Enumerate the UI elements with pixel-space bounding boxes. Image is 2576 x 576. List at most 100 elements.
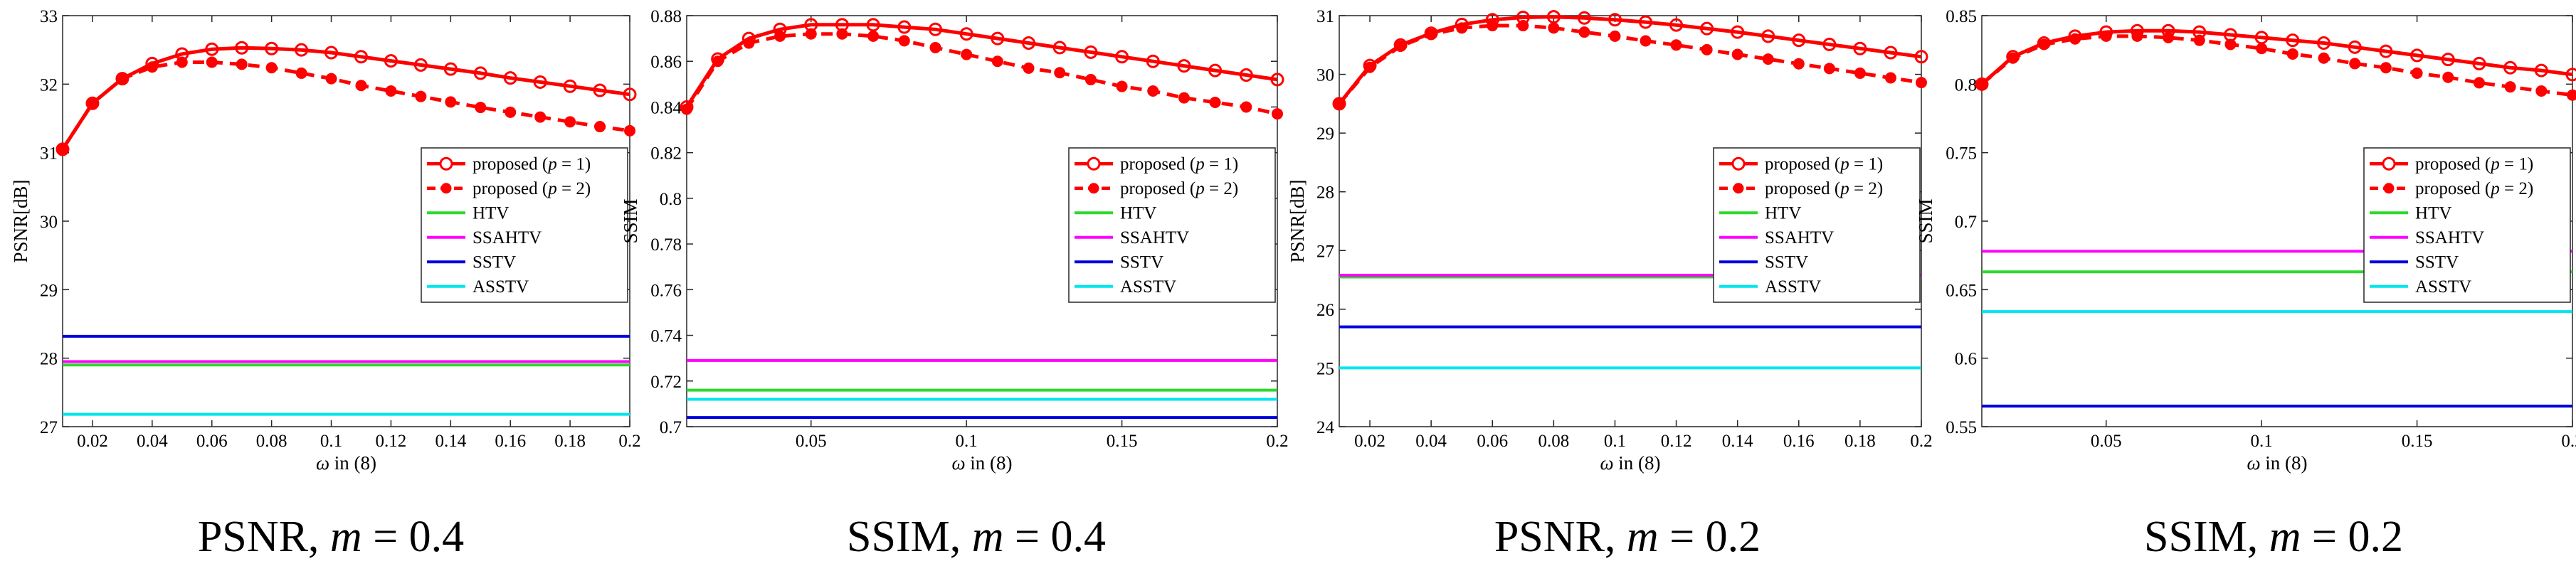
data-point [1272, 108, 1283, 120]
legend-marker [2383, 183, 2395, 194]
data-point [1578, 26, 1590, 38]
legend-entry: ASSTV [2370, 277, 2471, 297]
y-tick-label: 30 [1316, 66, 1334, 85]
y-tick-label: 0.74 [650, 327, 682, 346]
legend: proposed (p = 1) proposed (p = 2) HTV SSAHT… [2363, 147, 2571, 303]
legend-marker [1731, 156, 1746, 171]
data-point [1916, 77, 1927, 89]
data-point [563, 79, 577, 93]
data-point [2286, 33, 2300, 48]
legend-label: proposed (p = 1) [1120, 154, 1238, 174]
data-point [867, 30, 880, 42]
data-point [1608, 13, 1622, 27]
data-point [205, 42, 219, 56]
data-point [898, 35, 910, 47]
y-tick-label: 31 [40, 144, 58, 164]
x-tick-label: 0.16 [495, 432, 526, 451]
data-point [115, 72, 130, 86]
data-point [355, 80, 367, 92]
data-point [835, 18, 849, 32]
data-point [2037, 36, 2051, 50]
legend-label: SSAHTV [473, 228, 542, 247]
legend-label: proposed (p = 2) [1765, 179, 1883, 198]
y-tick-label: 26 [1316, 301, 1334, 320]
data-point [384, 54, 398, 68]
legend-box [2363, 147, 2571, 303]
data-point [265, 41, 279, 55]
data-point [206, 56, 218, 68]
data-point [1546, 10, 1561, 24]
legend-label: ASSTV [1765, 277, 1821, 297]
legend-entry: ASSTV [1075, 277, 1176, 297]
x-axis-label: ω in (8) [2247, 452, 2307, 474]
y-tick-label: 27 [40, 418, 58, 437]
y-tick-label: 0.78 [650, 235, 682, 255]
x-tick-label: 0.18 [1844, 432, 1876, 451]
data-point [2503, 60, 2518, 75]
legend-entry: SSAHTV [1719, 228, 1834, 247]
y-tick-label: 29 [1316, 124, 1334, 144]
legend-label: SSAHTV [1765, 228, 1834, 247]
data-point [2441, 53, 2455, 67]
legend-entry: proposed (p = 1) [1075, 154, 1238, 174]
x-tick-label: 0.2 [2561, 432, 2576, 451]
legend-marker [1088, 183, 1099, 194]
data-point [413, 58, 428, 72]
data-point [1731, 25, 1745, 39]
y-tick-label: 0.88 [650, 7, 682, 26]
legend-label: SSTV [2415, 252, 2459, 272]
data-point [2411, 67, 2423, 79]
data-point [445, 96, 457, 108]
y-axis-label: SSIM [620, 198, 641, 243]
legend: proposed (p = 1) proposed (p = 2) HTV SSAHT… [1713, 147, 1921, 303]
data-point [2535, 85, 2548, 97]
data-point [1177, 59, 1191, 73]
legend-label: SSTV [1120, 252, 1163, 272]
x-axis-label: ω in (8) [316, 452, 376, 474]
legend-label: proposed (p = 2) [1120, 179, 1238, 198]
legend-label: proposed (p = 2) [473, 179, 591, 198]
data-point [1084, 73, 1097, 85]
data-point [1084, 45, 1098, 59]
legend: proposed (p = 1) proposed (p = 2) HTV SSAHT… [421, 147, 628, 303]
data-point [1178, 92, 1190, 104]
x-axis-label: ω in (8) [951, 452, 1012, 474]
data-point [505, 106, 517, 118]
x-tick-label: 0.1 [956, 432, 978, 451]
data-point [2318, 52, 2330, 64]
data-point [1792, 33, 1806, 48]
data-point [145, 56, 159, 70]
legend-label: proposed (p = 1) [1765, 154, 1883, 174]
legend-entry: proposed (p = 2) [1075, 179, 1238, 198]
data-point [2565, 68, 2576, 82]
series-proposed-p-1- [56, 41, 637, 156]
panel-caption: SSIM, m = 0.4 [847, 513, 1106, 561]
legend-entry: proposed (p = 1) [1719, 154, 1883, 174]
x-tick-label: 0.04 [1415, 432, 1447, 451]
chart-panel-2: 0.7 0.72 0.74 0.76 0.78 0.8 0.82 0.84 0.86 0.88 0.… [620, 7, 1289, 474]
x-tick-label: 0.04 [137, 432, 168, 451]
y-tick-label: 25 [1316, 359, 1334, 378]
data-point [1884, 46, 1898, 60]
legend-entry: SSTV [1719, 252, 1808, 272]
data-point [1700, 21, 1714, 36]
y-tick-label: 0.82 [650, 144, 682, 164]
data-point [295, 43, 309, 57]
y-tick-label: 32 [40, 75, 58, 95]
data-point [2317, 36, 2331, 50]
y-tick-label: 0.6 [1955, 350, 1977, 369]
legend-marker [1087, 156, 1101, 171]
data-point [991, 55, 1003, 68]
y-axis-label: PSNR[dB] [1287, 179, 1308, 262]
data-point [2224, 38, 2237, 50]
data-point [1363, 58, 1377, 73]
series-line [1338, 23, 1922, 105]
y-tick-label: 0.8 [660, 190, 682, 209]
x-tick-label: 0.15 [1107, 432, 1138, 451]
legend-box [1068, 147, 1276, 303]
data-point [2380, 62, 2392, 74]
data-point [534, 111, 547, 123]
y-tick-label: 0.76 [650, 281, 682, 300]
legend-label: ASSTV [473, 277, 529, 297]
